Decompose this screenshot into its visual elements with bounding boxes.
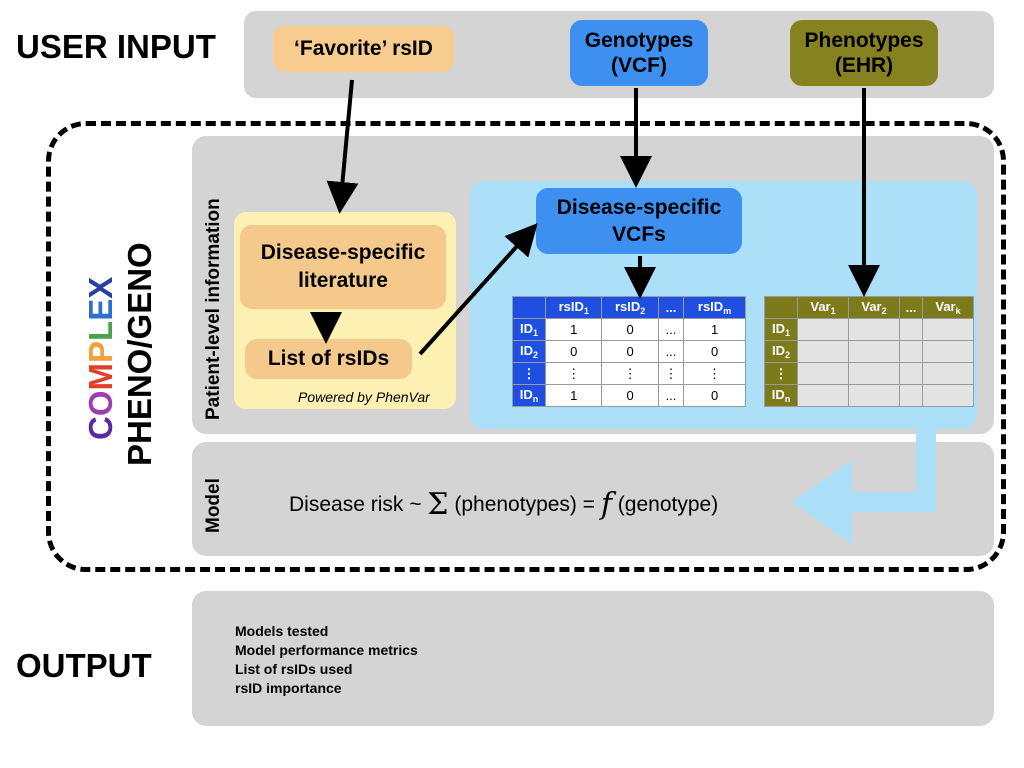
genotype-column-header: ... (657, 296, 685, 319)
genotype-row-header: ID2 (512, 340, 546, 363)
matrix-corner (512, 296, 546, 319)
powered-by-label: Powered by PhenVar (298, 389, 430, 405)
literature-label-line1: Disease-specific (260, 241, 426, 264)
phenotype-cell (899, 384, 923, 407)
genotype-cell: 0 (683, 384, 746, 407)
phenotype-matrix: Var1 Var2... Vark ID1 ID2 ⋮ IDn (764, 296, 975, 407)
function-symbol: f (600, 487, 612, 522)
genotypes-label-line2: (VCF) (611, 54, 667, 77)
genotype-cell: ⋮ (601, 362, 659, 385)
phenotypes-node: Phenotypes (EHR) (790, 20, 938, 86)
phenotype-column-header: Var2 (848, 296, 900, 319)
phenotype-cell (797, 362, 849, 385)
vcf-to-model-arrow (792, 429, 936, 544)
matrix-corner (764, 296, 798, 319)
phenotype-column-header: Var1 (797, 296, 849, 319)
favorite-rsid-node: ‘Favorite’ rsID (273, 26, 454, 72)
genotype-row-header: ID1 (512, 318, 546, 341)
literature-node: Disease-specific literature (240, 225, 446, 309)
phenotype-cell (797, 384, 849, 407)
phenotypes-label-line2: (EHR) (834, 54, 894, 77)
genotype-cell: 0 (601, 384, 659, 407)
genotype-cell: ⋮ (544, 362, 603, 385)
rsid-list-node: List of rsIDs (245, 339, 412, 379)
genotype-cell: 0 (601, 318, 659, 341)
output-list: Models tested Model performance metrics Li… (235, 622, 418, 698)
phenotype-cell (848, 340, 900, 363)
formula-suffix: (genotype) (611, 493, 719, 516)
user-input-heading: USER INPUT (16, 28, 216, 65)
model-formula: Disease risk ~ Σ (phenotypes) = f (genot… (289, 487, 718, 522)
genotype-cell: ... (657, 384, 685, 407)
genotype-column-header: rsIDm (683, 296, 746, 319)
output-item: rsID importance (235, 680, 342, 696)
genotype-cell: 0 (683, 340, 746, 363)
phenotypes-label-line1: Phenotypes (804, 29, 924, 52)
phenotype-column-header: ... (899, 296, 923, 319)
disease-vcf-label-line1: Disease-specific (556, 196, 722, 219)
genotype-cell: ... (657, 318, 685, 341)
genotype-cell: ⋮ (683, 362, 746, 385)
output-panel (192, 591, 994, 726)
phenotype-column-header: Vark (921, 296, 975, 319)
genotype-cell: ... (657, 340, 685, 363)
output-item: List of rsIDs used (235, 661, 353, 677)
phenotype-cell (921, 362, 975, 385)
disease-vcf-node: Disease-specific VCFs (536, 188, 742, 254)
genotype-matrix: rsID1 rsID2... rsIDm ID1 1 0... 1 ID2 0 0... 0 ⋮ ⋮ ⋮ ⋮… (512, 296, 746, 407)
genotype-row-header: IDn (512, 384, 546, 407)
literature-label-line2: literature (298, 269, 388, 292)
genotype-cell: 1 (544, 384, 603, 407)
genotype-cell: ⋮ (657, 362, 685, 385)
phenotype-cell (848, 384, 900, 407)
favorite-to-literature-arrow (326, 79, 359, 214)
phenotype-cell (921, 384, 975, 407)
output-heading: OUTPUT (16, 647, 152, 684)
list-to-vcf-arrow (418, 223, 538, 356)
formula-middle: (phenotypes) = (448, 493, 601, 516)
rsid-list-label: List of rsIDs (267, 347, 390, 370)
formula-prefix: Disease risk ~ (289, 493, 428, 516)
disease-vcf-label-line2: VCFs (612, 223, 666, 246)
phenotype-cell (797, 340, 849, 363)
genotype-cell: 0 (544, 340, 603, 363)
favorite-rsid-label: ‘Favorite’ rsID (294, 37, 433, 60)
genotypes-node: Genotypes (VCF) (570, 20, 708, 86)
output-item: Model performance metrics (235, 642, 418, 658)
sigma-symbol: Σ (427, 487, 449, 522)
complex-dashed-frame (46, 121, 1006, 572)
genotypes-label-line1: Genotypes (584, 29, 694, 52)
phenotype-row-header: IDn (764, 384, 798, 407)
output-item: Models tested (235, 623, 329, 639)
phenotype-cell (899, 362, 923, 385)
phenotype-cell (848, 318, 900, 341)
genotype-column-header: rsID2 (601, 296, 659, 319)
genotype-cell: 1 (544, 318, 603, 341)
